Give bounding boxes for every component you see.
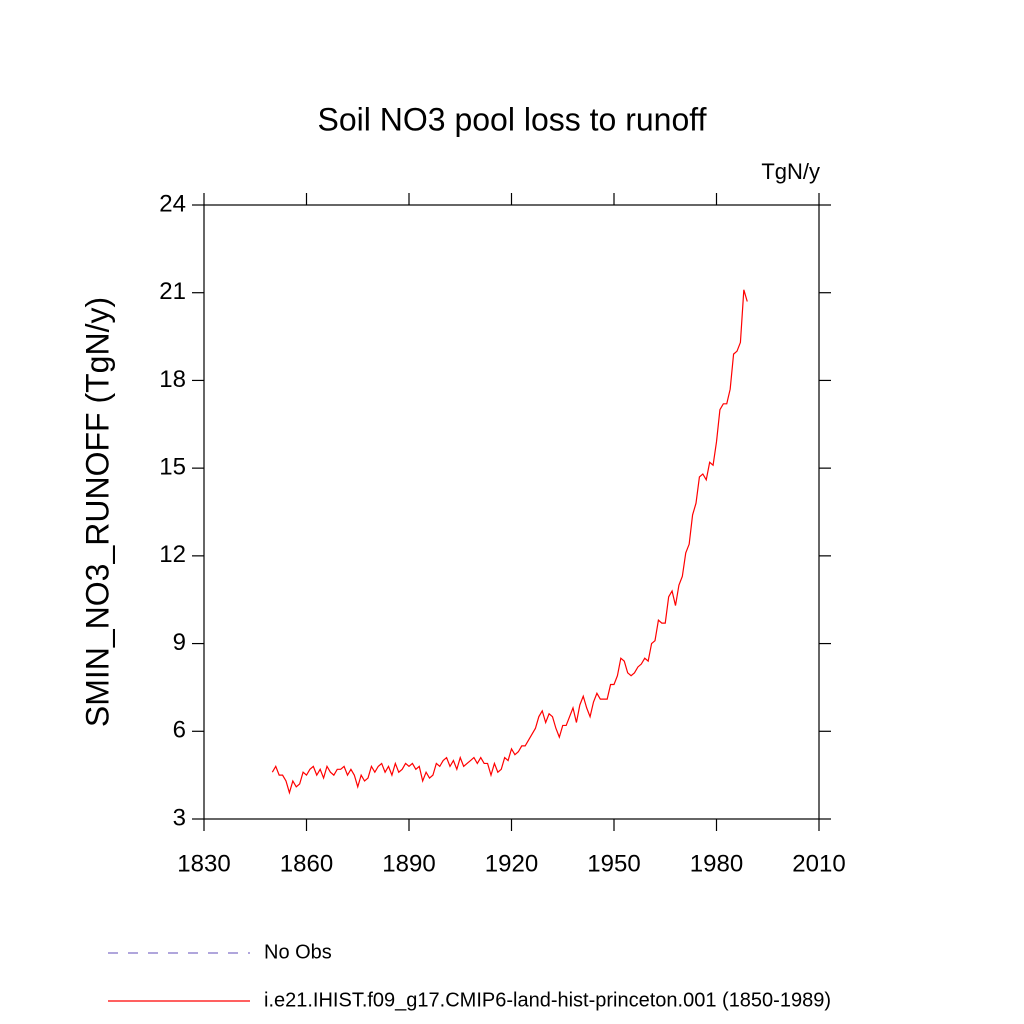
y-tick-label: 15 bbox=[159, 453, 186, 480]
data-line bbox=[271, 289, 748, 795]
x-tick-label: 1860 bbox=[280, 850, 333, 877]
plot-frame bbox=[203, 204, 820, 820]
x-tick-label: 1890 bbox=[382, 850, 435, 877]
y-tick-label: 6 bbox=[173, 717, 186, 744]
chart-title: Soil NO3 pool loss to runoff bbox=[318, 101, 707, 137]
x-tick-label: 1950 bbox=[587, 850, 640, 877]
y-tick-label: 3 bbox=[173, 804, 186, 831]
x-tick-label: 1830 bbox=[177, 850, 230, 877]
x-tick-label: 1920 bbox=[485, 850, 538, 877]
legend-label: i.e21.IHIST.f09_g17.CMIP6-land-hist-prin… bbox=[264, 989, 831, 1011]
y-tick-label: 12 bbox=[159, 541, 186, 568]
x-tick-label: 1980 bbox=[690, 850, 743, 877]
legend-label: No Obs bbox=[264, 941, 332, 963]
y-tick-label: 18 bbox=[159, 366, 186, 393]
y-tick-label: 24 bbox=[159, 190, 186, 217]
y-axis-label: SMIN_NO3_RUNOFF (TgN/y) bbox=[79, 297, 115, 727]
x-tick-label: 2010 bbox=[792, 850, 845, 877]
y-tick-label: 9 bbox=[173, 629, 186, 656]
y-tick-label: 21 bbox=[159, 278, 186, 305]
units-label: TgN/y bbox=[761, 159, 820, 184]
